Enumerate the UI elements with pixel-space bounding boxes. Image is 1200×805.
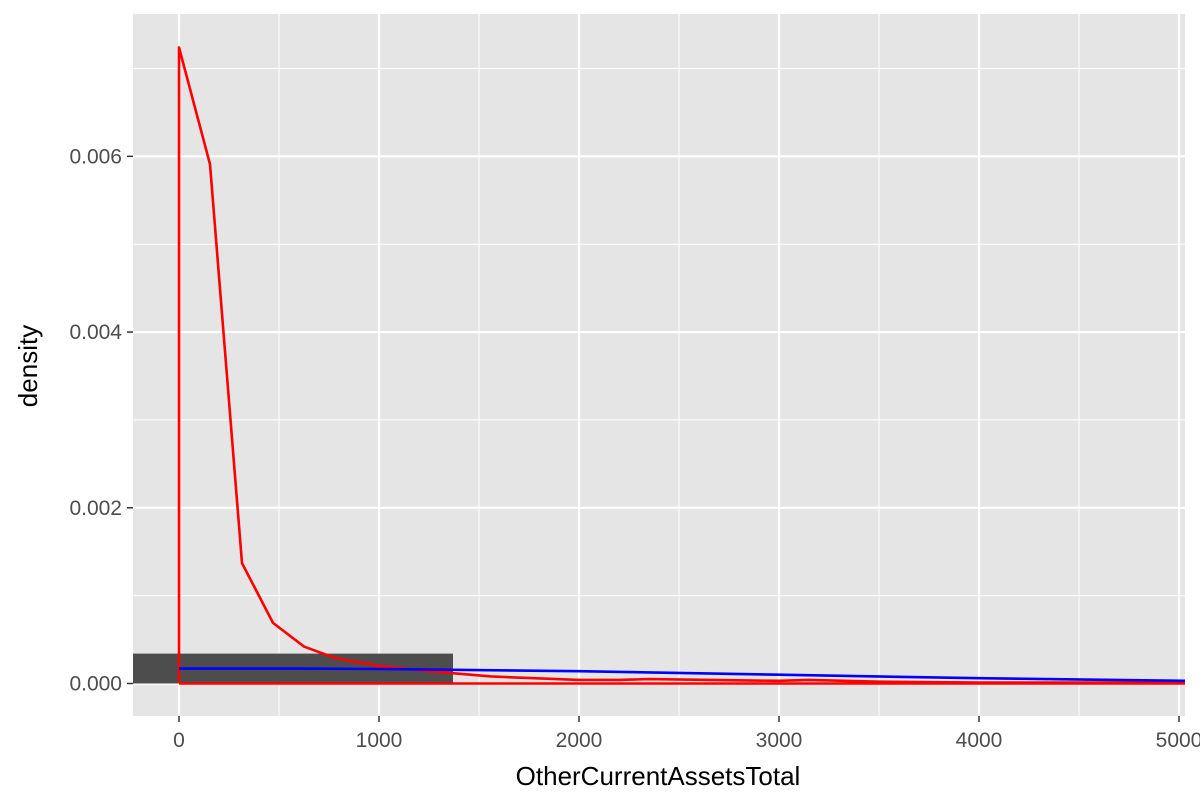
blue-density-line — [179, 667, 1185, 683]
y-tick-label: 0.002 — [69, 497, 122, 520]
x-tick-label: 5000 — [1156, 729, 1200, 752]
x-tick-label: 3000 — [756, 729, 803, 752]
plot-panel — [133, 14, 1185, 716]
y-tick-label: 0.000 — [69, 672, 122, 695]
x-tick-label: 1000 — [356, 729, 403, 752]
x-tick-label: 2000 — [556, 729, 603, 752]
series-lines — [177, 46, 1185, 685]
minor-gridlines — [133, 14, 1185, 716]
y-tick-label: 0.004 — [69, 321, 122, 344]
x-axis: 0 1000 2000 3000 4000 5000 — [173, 716, 1200, 752]
y-axis: 0.000 0.002 0.004 0.006 — [69, 145, 133, 695]
y-tick-label: 0.006 — [69, 145, 122, 168]
x-tick-label: 0 — [173, 729, 185, 752]
y-axis-label: density — [13, 325, 43, 407]
x-axis-label: OtherCurrentAssetsTotal — [516, 761, 801, 791]
x-tick-label: 4000 — [956, 729, 1003, 752]
red-density-line — [177, 46, 1185, 685]
major-gridlines — [133, 14, 1185, 716]
